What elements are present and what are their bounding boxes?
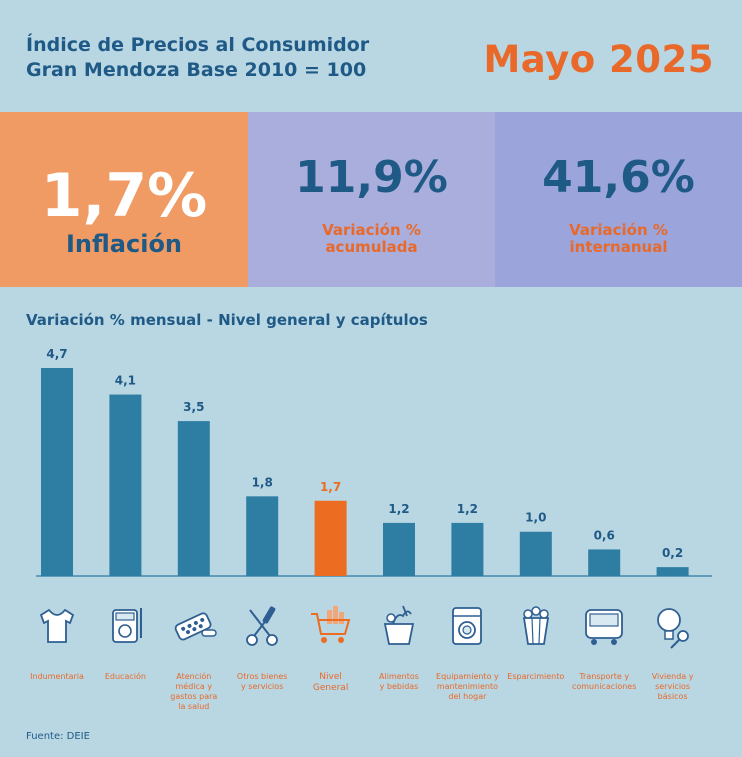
- kpi-accumulated-label-line1: Variación %: [322, 221, 421, 239]
- bar-value-label-7: 1,2: [457, 502, 478, 516]
- category-label-9: Transporte y comunicaciones: [571, 672, 637, 691]
- lightbulb-key-icon: [649, 602, 697, 650]
- bar-3: [177, 421, 210, 576]
- bar-8: [519, 531, 552, 576]
- category-label-8: Esparcimiento: [507, 672, 565, 681]
- bar-2: [109, 394, 142, 576]
- period-label: Mayo 2025: [483, 38, 714, 81]
- kpi-inflation-value: 1,7%: [40, 161, 208, 231]
- category-label-3: Atención médica y gastos para la salud: [170, 672, 218, 711]
- category-label-4: Otros bienes y servicios: [236, 672, 288, 691]
- page-title: Índice de Precios al Consumidor Gran Men…: [26, 33, 369, 83]
- shopping-cart-icon: [307, 602, 355, 650]
- bar-9: [588, 549, 621, 576]
- bar-value-label-6: 1,2: [388, 502, 409, 516]
- kpi-inflation-label: Inflación: [65, 230, 183, 258]
- bar-value-label-2: 4,1: [115, 374, 136, 388]
- category-label-1: Indumentaria: [30, 672, 84, 681]
- kpi-interannual-value: 41,6%: [542, 152, 695, 203]
- bar-7: [451, 522, 484, 576]
- kpi-interannual-label-line2: internanual: [569, 238, 668, 256]
- pills-icon: [170, 602, 218, 650]
- kpi-accumulated-value: 11,9%: [295, 152, 448, 203]
- kpi-interannual: 41,6% Variación % internanual: [495, 112, 742, 287]
- category-label-6: Alimentos y bebidas: [379, 672, 419, 691]
- popcorn-icon: [512, 602, 560, 650]
- bus-icon: [580, 602, 628, 650]
- bar-value-label-5: 1,7: [320, 480, 341, 494]
- calculator-icon: [101, 602, 149, 650]
- kpi-accumulated-label-line2: acumulada: [325, 238, 418, 256]
- category-label-2: Educación: [104, 672, 146, 681]
- bar-chart: 4,7 4,1 3,5 1,8 1,7 1,2 1,2 1,0 0,6 0,2: [36, 347, 712, 577]
- category-icons-row: Indumentaria Educación Atención médica y gas…: [0, 600, 742, 720]
- kpi-interannual-label-line1: Variación %: [569, 221, 668, 239]
- chart-title: Variación % mensual - Nivel general y ca…: [26, 311, 428, 329]
- category-label-5: Nivel General: [312, 672, 349, 693]
- kpi-accumulated: 11,9% Variación % acumulada: [248, 112, 495, 287]
- kpi-inflation: 1,7% Inflación: [0, 112, 248, 287]
- bar-value-label-4: 1,8: [252, 475, 273, 489]
- bar-value-label-9: 0,6: [594, 528, 615, 542]
- bar-5: [314, 500, 347, 576]
- bar-6: [383, 522, 415, 576]
- kpi-strip: 1,7% Inflación 11,9% Variación % acumula…: [0, 112, 742, 287]
- title-line-2: Gran Mendoza Base 2010 = 100: [26, 59, 367, 81]
- bar-value-label-8: 1,0: [525, 511, 546, 525]
- washing-machine-icon: [443, 602, 491, 650]
- bar-value-label-3: 3,5: [183, 400, 204, 414]
- title-line-1: Índice de Precios al Consumidor: [26, 34, 370, 56]
- kpi-accumulated-label: Variación % acumulada: [288, 222, 455, 256]
- tshirt-icon: [33, 602, 81, 650]
- bar-value-label-10: 0,2: [662, 546, 683, 560]
- bar-value-label-1: 4,7: [46, 347, 67, 361]
- source-note: Fuente: DEIE: [26, 731, 90, 742]
- bar-4: [246, 496, 279, 576]
- category-label-7: Equipamiento y mantenimiento del hogar: [436, 672, 499, 701]
- category-label-10: Vivienda y servicios básicos: [651, 672, 694, 701]
- bar-1: [41, 368, 73, 576]
- scissors-icon: [238, 602, 286, 650]
- kpi-interannual-label: Variación % internanual: [535, 222, 702, 256]
- bar-10: [656, 567, 689, 576]
- grocery-bag-icon: [375, 602, 423, 650]
